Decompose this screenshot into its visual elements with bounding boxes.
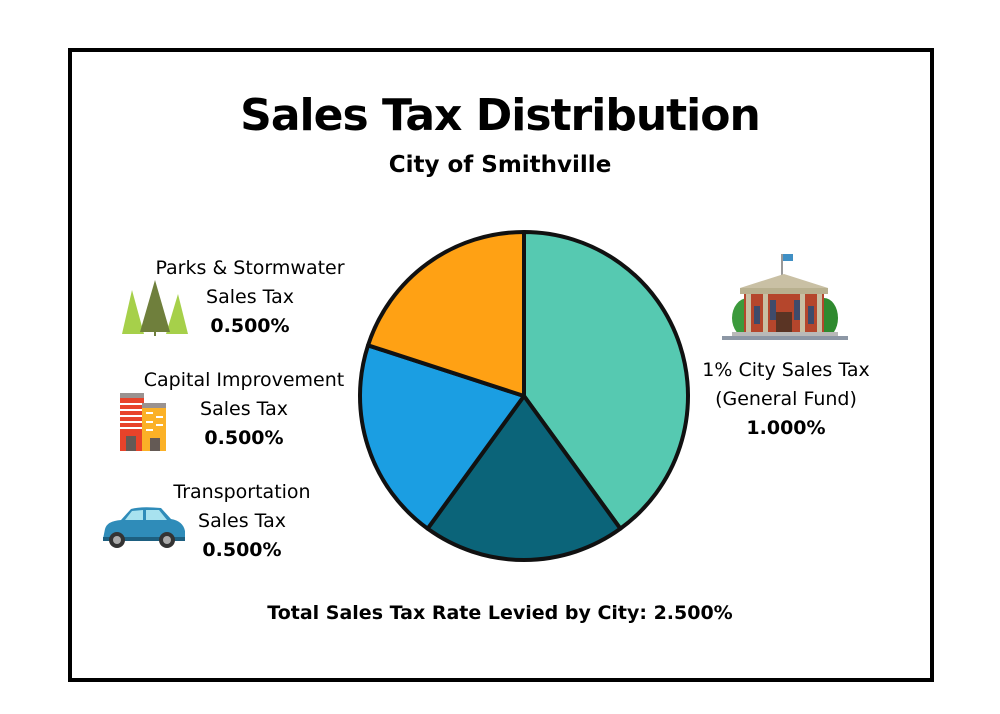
label-line2: (General Fund): [715, 388, 857, 410]
label-value: 1.000%: [746, 417, 826, 439]
pie-slice-0: [522, 230, 690, 531]
city-hall-icon: [722, 254, 848, 340]
label-line2: Sales Tax: [206, 286, 294, 308]
chart-title: Sales Tax Distribution: [240, 90, 761, 141]
chart-frame: [68, 48, 934, 682]
label-line1: 1% City Sales Tax: [702, 359, 870, 381]
pie-slice-2: [358, 343, 526, 531]
label-general-fund: 1% City Sales Tax (General Fund) 1.000%: [676, 356, 896, 443]
label-line1: Capital Improvement: [143, 369, 345, 391]
label-value: 0.500%: [202, 539, 282, 561]
label-parks: Parks & Stormwater Sales Tax 0.500%: [140, 254, 360, 341]
pie-slice-1: [425, 394, 623, 562]
label-transportation: Transportation Sales Tax 0.500%: [132, 478, 352, 565]
label-value: 0.500%: [210, 315, 290, 337]
pie-slice-3: [366, 230, 526, 398]
label-line2: Sales Tax: [200, 398, 288, 420]
label-capital: Capital Improvement Sales Tax 0.500%: [134, 366, 354, 453]
label-line1: Transportation: [173, 481, 311, 503]
trees-icon: [122, 280, 188, 336]
chart-subtitle: City of Smithville: [388, 152, 612, 178]
total-rate: Total Sales Tax Rate Levied by City: 2.5…: [267, 602, 733, 624]
label-line2: Sales Tax: [198, 510, 286, 532]
buildings-icon: [120, 393, 166, 451]
car-icon: [103, 507, 185, 548]
label-line1: Parks & Stormwater: [155, 257, 345, 279]
pie-chart: [358, 230, 690, 562]
label-value: 0.500%: [204, 427, 284, 449]
